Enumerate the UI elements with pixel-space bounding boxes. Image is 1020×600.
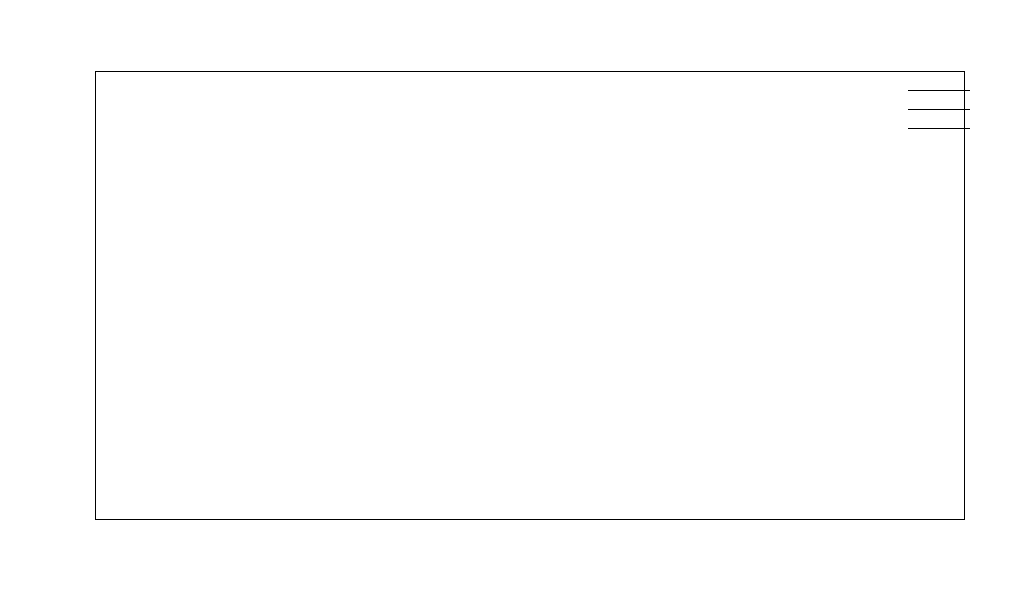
series-layer — [96, 72, 964, 519]
thermostat-row-summer — [178, 333, 196, 445]
legend-row — [110, 100, 970, 119]
legend-key-pool — [908, 128, 970, 129]
plot-area — [95, 71, 965, 520]
legend-row — [110, 81, 970, 100]
legend-row — [110, 119, 970, 138]
legend-key-outside — [908, 109, 970, 110]
legend-key-inside — [908, 90, 970, 91]
legend — [110, 81, 970, 138]
